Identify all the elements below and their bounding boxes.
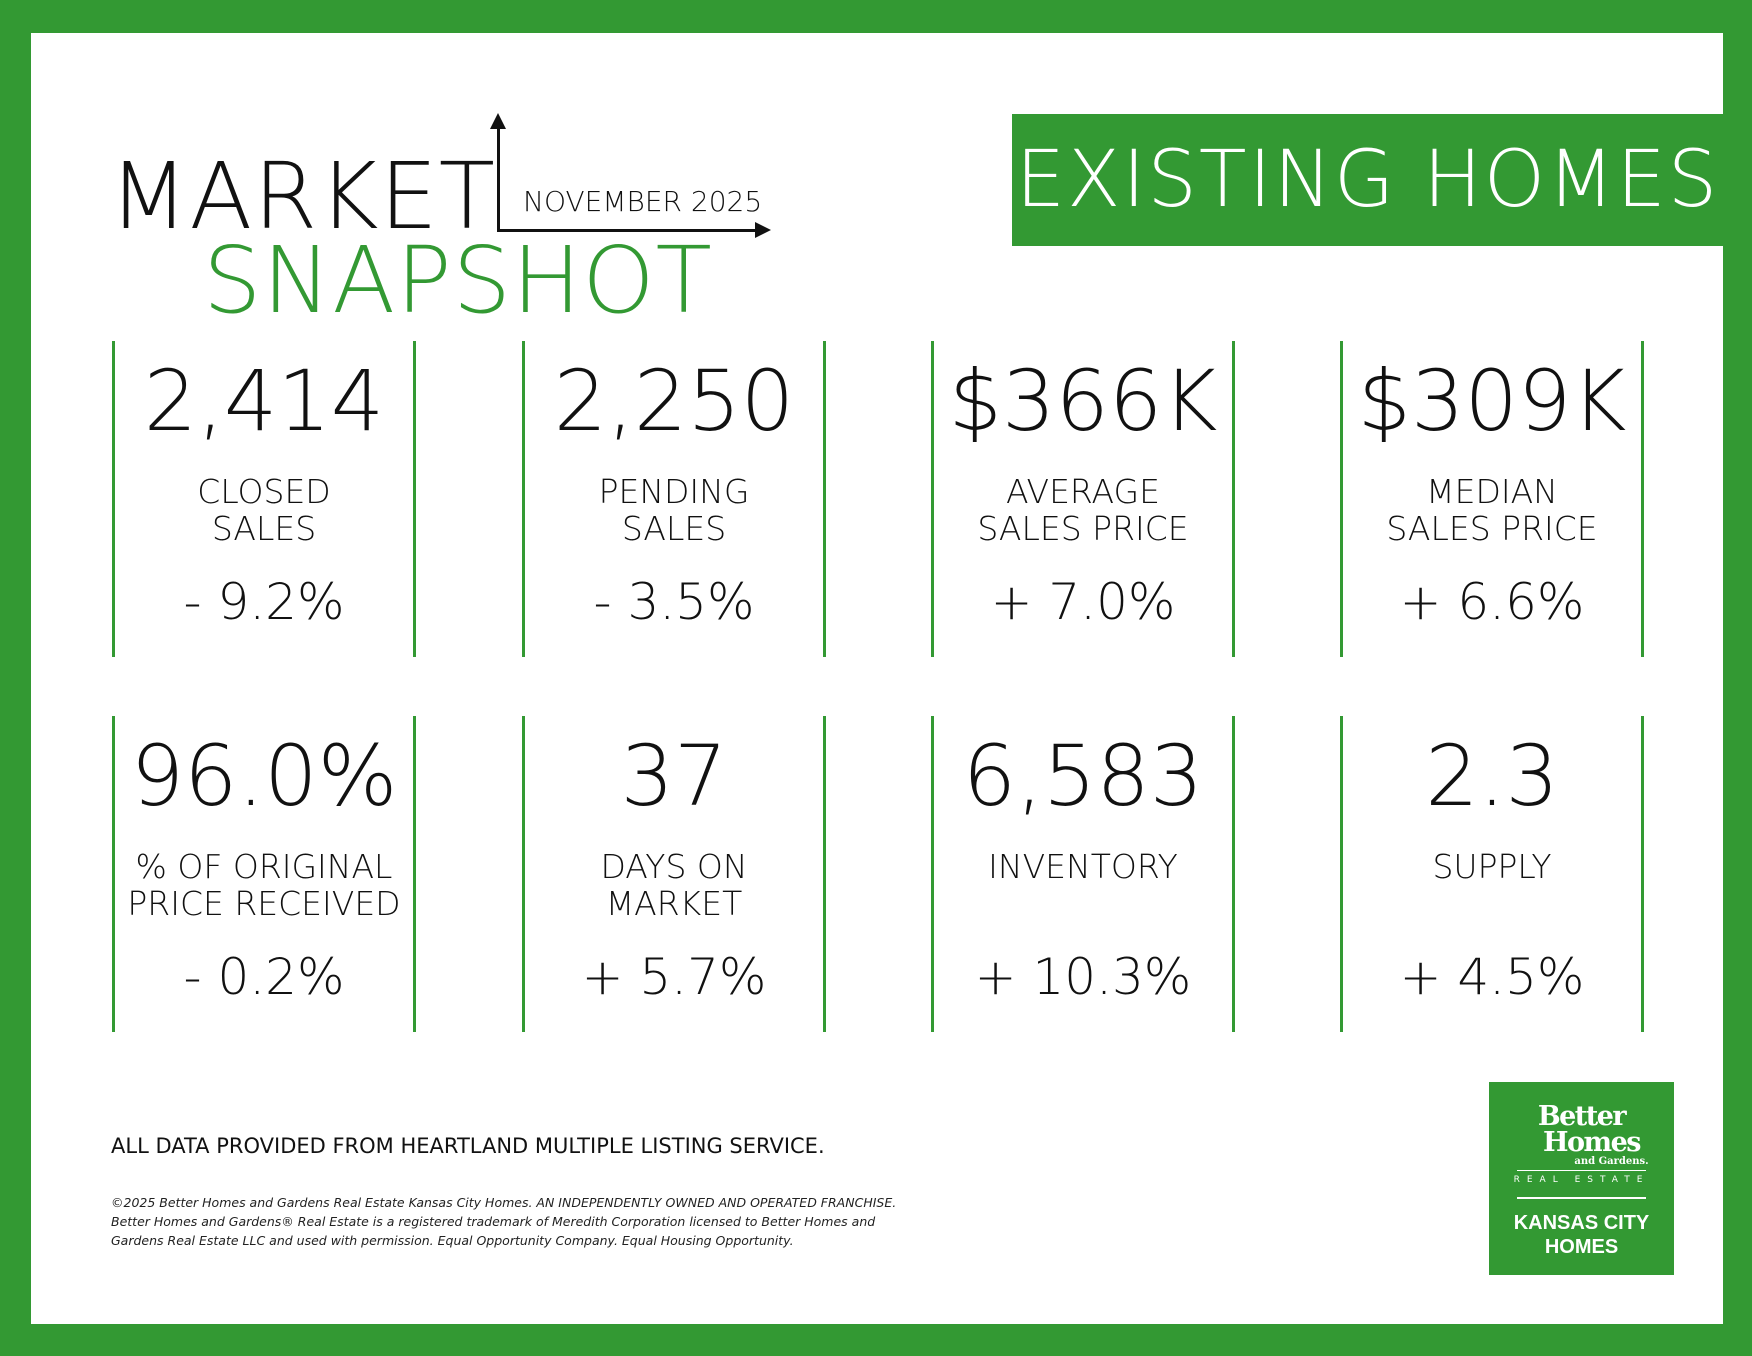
legal-line-2: Better Homes and Gardens® Real Estate is… — [111, 1214, 876, 1248]
metric-label-line2: SALES — [211, 509, 317, 548]
metric-change: - 3.5% — [593, 573, 755, 631]
metric-label-line2: SALES PRICE — [1386, 509, 1598, 548]
metric-label-line1: AVERAGE — [1006, 472, 1160, 511]
existing-homes-banner: EXISTING HOMES — [1012, 114, 1723, 246]
metric-value: 96.0% — [130, 727, 398, 825]
logo-homes-sub: HOMES — [1544, 1236, 1619, 1258]
metric-card: 6,583 INVENTORY + 10.3% — [931, 716, 1235, 1032]
metric-label-line1: SUPPLY — [1432, 847, 1552, 886]
metric-label-line2: MARKET — [605, 884, 743, 923]
metric-label: % OF ORIGINAL PRICE RECEIVED — [115, 848, 413, 922]
metric-label-line1: MEDIAN — [1426, 472, 1558, 511]
title-snapshot: SNAPSHOT — [203, 227, 713, 334]
arrow-axis-horizontal — [497, 229, 761, 232]
metric-label: PENDING SALES — [525, 473, 823, 547]
logo-better: Better — [1537, 1101, 1627, 1132]
metric-change: + 7.0% — [990, 573, 1176, 631]
metric-change: - 0.2% — [183, 948, 345, 1006]
metric-label-line1: PENDING — [598, 472, 750, 511]
metric-label: INVENTORY — [934, 848, 1232, 885]
metric-card: 2.3 SUPPLY + 4.5% — [1340, 716, 1644, 1032]
title-market: MARKET — [109, 143, 496, 250]
metric-label-line1: % OF ORIGINAL — [135, 847, 393, 886]
metric-label-line2: SALES PRICE — [977, 509, 1189, 548]
metric-change: - 9.2% — [183, 573, 345, 631]
metric-change: + 4.5% — [1399, 948, 1585, 1006]
logo-divider — [1517, 1170, 1646, 1171]
metric-label: DAYS ON MARKET — [525, 848, 823, 922]
metric-value: 2,414 — [143, 352, 385, 450]
metric-change: + 5.7% — [581, 948, 767, 1006]
logo-divider-2 — [1517, 1197, 1646, 1199]
metric-label-line2: SALES — [621, 509, 727, 548]
metric-card: $366K AVERAGE SALES PRICE + 7.0% — [931, 341, 1235, 657]
metric-value: 37 — [620, 727, 728, 825]
bhgre-logo: Better Homes and Gardens. REAL ESTATE KA… — [1489, 1082, 1674, 1275]
metric-value: 2.3 — [1425, 727, 1559, 825]
metric-value: 6,583 — [962, 727, 1204, 825]
metric-label: CLOSED SALES — [115, 473, 413, 547]
metric-value: 2,250 — [553, 352, 795, 450]
legal-disclaimer: ©2025 Better Homes and Gardens Real Esta… — [111, 1193, 931, 1250]
metric-label-line1: DAYS ON — [600, 847, 748, 886]
data-source-note: ALL DATA PROVIDED FROM HEARTLAND MULTIPL… — [111, 1134, 825, 1158]
arrow-right-icon — [755, 222, 771, 238]
logo-and-gardens: and Gardens. — [1574, 1156, 1649, 1167]
banner-text: EXISTING HOMES — [1015, 135, 1720, 225]
metric-card: $309K MEDIAN SALES PRICE + 6.6% — [1340, 341, 1644, 657]
metric-value: $309K — [1357, 352, 1627, 450]
metric-value: $366K — [948, 352, 1218, 450]
logo-real-estate: REAL ESTATE — [1513, 1175, 1650, 1185]
arrow-axis-vertical — [497, 125, 500, 232]
logo-kansas-city: KANSAS CITY — [1513, 1212, 1650, 1234]
metric-label: MEDIAN SALES PRICE — [1343, 473, 1641, 547]
metric-card: 96.0% % OF ORIGINAL PRICE RECEIVED - 0.2% — [112, 716, 416, 1032]
metric-change: + 6.6% — [1399, 573, 1585, 631]
logo-homes: Homes — [1543, 1127, 1641, 1158]
metric-label-line2: PRICE RECEIVED — [127, 884, 401, 923]
metric-label-line1: INVENTORY — [988, 847, 1178, 886]
legal-line-1: ©2025 Better Homes and Gardens Real Esta… — [111, 1195, 897, 1210]
report-month: NOVEMBER 2025 — [523, 185, 763, 218]
metric-change: + 10.3% — [974, 948, 1192, 1006]
metric-card: 37 DAYS ON MARKET + 5.7% — [522, 716, 826, 1032]
metric-label: SUPPLY — [1343, 848, 1641, 885]
market-snapshot-page: MARKET SNAPSHOT NOVEMBER 2025 EXISTING H… — [31, 33, 1723, 1324]
metric-label-line1: CLOSED — [197, 472, 331, 511]
metric-card: 2,250 PENDING SALES - 3.5% — [522, 341, 826, 657]
arrow-up-icon — [490, 113, 506, 129]
metric-label: AVERAGE SALES PRICE — [934, 473, 1232, 547]
metric-card: 2,414 CLOSED SALES - 9.2% — [112, 341, 416, 657]
